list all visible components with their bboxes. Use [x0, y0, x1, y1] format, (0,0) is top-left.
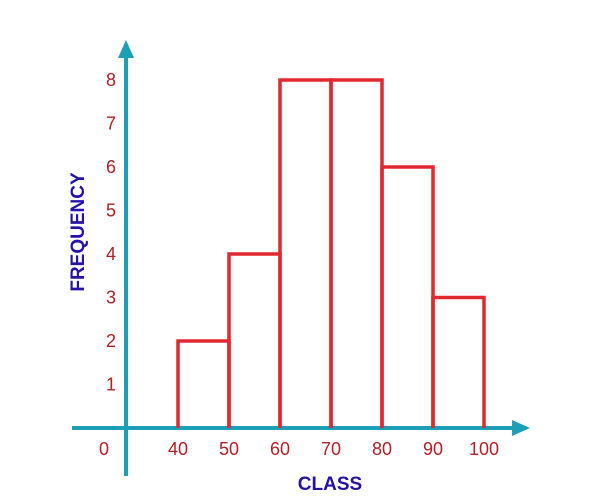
histogram-bar-5	[380, 165, 435, 428]
y-tick-label-6: 6	[106, 157, 116, 177]
y-axis-title: FREQUENCY	[68, 172, 89, 292]
y-tick-label-2: 2	[106, 331, 116, 351]
y-tick-label-7: 7	[106, 114, 116, 134]
histogram-bar-1	[176, 339, 231, 428]
x-axis-arrow-icon	[512, 420, 530, 436]
x-tick-label-80: 80	[372, 439, 392, 459]
x-tick-label-50: 50	[219, 439, 239, 459]
y-tick-labels: 1 2 3 4 5 6 7 8	[106, 70, 116, 395]
histogram-bar-2	[227, 252, 282, 428]
x-tick-label-40: 40	[168, 439, 188, 459]
y-tick-label-3: 3	[106, 288, 116, 308]
y-axis	[118, 40, 134, 476]
histogram-bar-6	[431, 295, 486, 428]
y-axis-arrow-icon	[118, 40, 134, 58]
x-axis-title: CLASS	[298, 474, 362, 495]
x-axis	[72, 420, 530, 436]
y-tick-label-5: 5	[106, 201, 116, 221]
histogram-bar-3	[278, 78, 333, 428]
y-tick-label-1: 1	[106, 375, 116, 395]
histogram-bar-4	[329, 78, 384, 428]
x-tick-label-100: 100	[469, 439, 499, 459]
y-tick-label-8: 8	[106, 70, 116, 90]
y-tick-label-4: 4	[106, 244, 116, 264]
x-tick-label-90: 90	[423, 439, 443, 459]
bars-group	[176, 78, 486, 428]
x-tick-label-70: 70	[321, 439, 341, 459]
origin-label: 0	[99, 439, 109, 459]
x-tick-labels: 40 50 60 70 80 90 100	[168, 439, 499, 459]
x-tick-label-60: 60	[270, 439, 290, 459]
